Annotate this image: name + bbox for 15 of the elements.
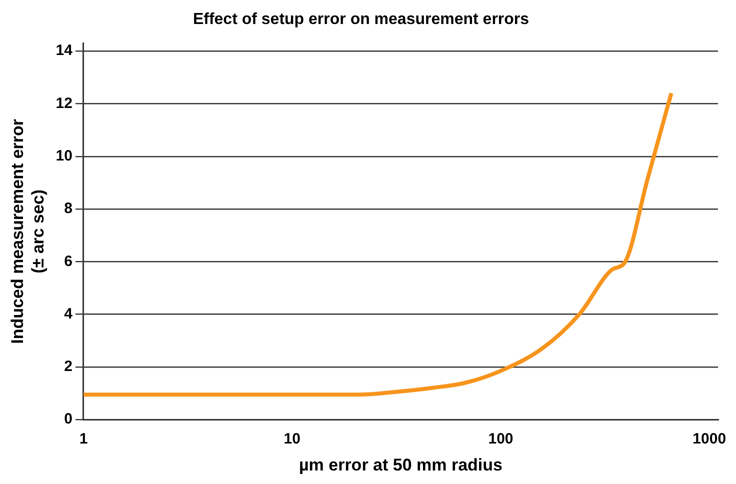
y-tick-label: 6 — [64, 252, 72, 270]
x-tick-label: 100 — [488, 430, 514, 448]
chart-title: Effect of setup error on measurement errors — [192, 11, 530, 28]
y-tick-label: 12 — [56, 94, 72, 112]
y-tick-label: 14 — [56, 42, 74, 60]
y-tick-label: 8 — [64, 200, 72, 218]
y-tick-label: 0 — [64, 410, 72, 428]
y-tick-label: 4 — [64, 305, 74, 322]
y-tick-label: 10 — [56, 148, 72, 165]
y-axis-title: Induced measurement error (± arc sec) — [8, 118, 48, 344]
x-tick-label: 10 — [284, 430, 300, 448]
x-tick-label: 1 — [79, 430, 88, 448]
y-tick-label: 2 — [64, 358, 72, 376]
x-tick-label: 1000 — [692, 430, 726, 448]
x-axis-title: µm error at 50 mm radius — [298, 455, 502, 474]
